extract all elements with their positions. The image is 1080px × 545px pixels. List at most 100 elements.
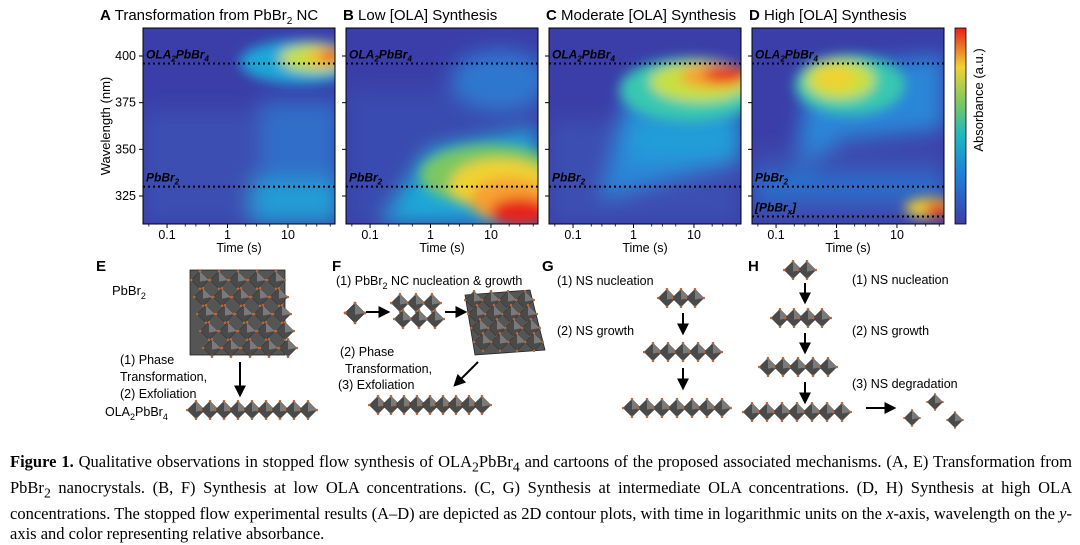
- panel-g-nucleus: [656, 287, 706, 309]
- panel-e-step1b: Transformation,: [120, 370, 207, 384]
- panel-b-plot: [346, 28, 538, 224]
- reference-label-pbbr2: PbBr2: [146, 171, 180, 187]
- x-tick-label: 10: [484, 228, 498, 242]
- panel-g-growth: [642, 341, 724, 363]
- panel-b-axes: B Low [OLA] Synthesis 0.1 1 10 Time (s) OLA2P…: [342, 7, 539, 255]
- panel-e-pbbr2-label: PbBr2: [112, 283, 146, 301]
- panel-a-axes: A Transformation from PbBr2 NC 0.1 1 10 Time…: [100, 7, 336, 255]
- panel-f-arrow-3: [453, 361, 479, 387]
- panel-h-growth: [769, 307, 833, 329]
- mechanism-cartoons: E PbBr2 (1) Phase Transformation, (2) Ex…: [96, 258, 965, 430]
- x-tick-label: 1: [224, 228, 231, 242]
- reference-label-ola2pbbr4: OLA2PbBr4: [755, 47, 818, 63]
- caption-lead: Figure 1.: [10, 452, 74, 471]
- reference-label-pbbrx: [PbBrx]: [754, 201, 797, 217]
- panel-g-step2: (2) NS growth: [557, 324, 634, 338]
- octahedron: [702, 341, 724, 363]
- panel-c-axes: C Moderate [OLA] Synthesis 0.1 1 10 Time (s)…: [545, 7, 742, 255]
- plot-frame: [345, 27, 539, 225]
- panel-g-letter: G: [542, 258, 554, 275]
- panel-f-letter: F: [332, 258, 341, 275]
- octahedron: [471, 394, 493, 416]
- octahedron: [945, 410, 965, 430]
- panel-d-axes: D High [OLA] Synthesis 0.1 1 10 Time (s) OLA2…: [748, 7, 945, 255]
- panel-title-d: D High [OLA] Synthesis: [749, 7, 907, 24]
- x-tick-label: 1: [833, 228, 840, 242]
- reference-label-ola2pbbr4: OLA2PbBr4: [552, 47, 615, 63]
- panel-f-nucleus: [343, 301, 367, 325]
- reference-label-pbbr2: PbBr2: [552, 171, 586, 187]
- y-tick-label: 400: [115, 49, 136, 63]
- x-tick-label: 10: [890, 228, 904, 242]
- panel-h-letter: H: [748, 258, 759, 275]
- x-tick-label: 10: [281, 228, 295, 242]
- x-tick-label: 0.1: [767, 228, 784, 242]
- octahedron: [831, 401, 853, 423]
- panel-e-crystal-block: [189, 269, 299, 359]
- octahedron: [297, 399, 319, 421]
- panel-letter: A: [100, 7, 111, 24]
- octahedron: [684, 287, 706, 309]
- x-axis-label: Time (s): [622, 241, 667, 255]
- reference-label-ola2pbbr4: OLA2PbBr4: [146, 47, 209, 63]
- plot-frame: [751, 27, 945, 225]
- panel-title-b: B Low [OLA] Synthesis: [343, 7, 497, 24]
- x-tick-label: 0.1: [361, 228, 378, 242]
- octahedron: [421, 292, 443, 314]
- panel-e-sheet: [185, 399, 319, 421]
- colorbar-gradient: [954, 27, 967, 225]
- panel-h-step3: (3) NS degradation: [852, 377, 958, 391]
- panel-letter: C: [546, 7, 557, 24]
- panel-h-fragments: [902, 392, 965, 430]
- reference-label-pbbr2: PbBr2: [755, 171, 789, 187]
- x-tick-label: 1: [630, 228, 637, 242]
- panel-e-letter: E: [96, 258, 106, 275]
- panel-h-step1: (1) NS nucleation: [852, 273, 949, 287]
- panel-f-large-crystal: [463, 289, 546, 356]
- panel-h-sheet: [741, 401, 853, 423]
- y-tick-label: 375: [115, 96, 136, 110]
- panel-f-step2: (2) Phase: [340, 345, 394, 359]
- y-axis-label: Wavelength (nm): [98, 77, 113, 176]
- x-tick-label: 1: [427, 228, 434, 242]
- panel-e-product-label: OLA2PbBr4: [105, 405, 168, 422]
- panel-c-plot: [549, 28, 741, 224]
- panel-f-step1: (1) PbBr2 NC nucleation & growth: [336, 274, 522, 291]
- panel-f-sheet: [367, 394, 493, 416]
- panel-e-step1: (1) Phase: [120, 353, 174, 367]
- octahedron: [902, 408, 922, 428]
- panel-title-c: C Moderate [OLA] Synthesis: [546, 7, 736, 24]
- panel-a-plot: [143, 28, 335, 224]
- reference-label-pbbr2: PbBr2: [349, 171, 383, 187]
- colorbar-label: Absorbance (a.u.): [971, 48, 986, 151]
- y-tick-label: 325: [115, 189, 136, 203]
- y-tick-label: 350: [115, 142, 136, 156]
- figure: A Transformation from PbBr2 NC 0.1 1 10 Time…: [96, 7, 986, 430]
- axes-layer: A Transformation from PbBr2 NC 0.1 1 10 Time…: [100, 7, 945, 255]
- colorbar: Absorbance (a.u.): [954, 27, 986, 225]
- x-tick-label: 0.1: [158, 228, 175, 242]
- panel-g-sheet: [621, 397, 733, 419]
- panel-h-step2: (2) NS growth: [852, 324, 929, 338]
- panel-f-step2b: Transformation,: [345, 362, 432, 376]
- panel-letter: D: [749, 7, 760, 24]
- octahedron: [817, 356, 839, 378]
- panel-e-step2: (2) Exfoliation: [120, 387, 196, 401]
- panel-h-larger: [757, 356, 839, 378]
- x-axis-label: Time (s): [825, 241, 870, 255]
- octahedron: [925, 392, 945, 412]
- panel-h-nucleus: [782, 259, 818, 281]
- octahedron: [711, 397, 733, 419]
- figure-caption: Figure 1. Qualitative observations in st…: [10, 452, 1072, 544]
- x-axis-label: Time (s): [419, 241, 464, 255]
- panel-f-step3: (3) Exfoliation: [338, 378, 414, 392]
- plot-frame: [548, 27, 742, 225]
- x-tick-label: 10: [687, 228, 701, 242]
- reference-label-ola2pbbr4: OLA2PbBr4: [349, 47, 412, 63]
- x-tick-label: 0.1: [564, 228, 581, 242]
- octahedron: [424, 308, 446, 330]
- octahedron: [811, 307, 833, 329]
- panel-letter: B: [343, 7, 354, 24]
- x-axis-label: Time (s): [216, 241, 261, 255]
- panel-title-a: A Transformation from PbBr2 NC: [100, 7, 318, 27]
